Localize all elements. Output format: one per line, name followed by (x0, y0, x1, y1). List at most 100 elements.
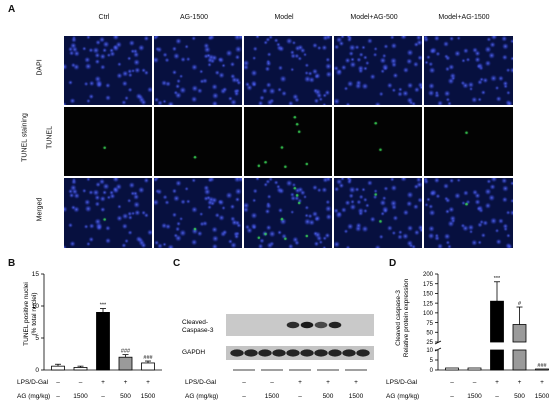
panel-d-bar-lower (490, 349, 504, 371)
panel-c-lps-mark: – (242, 379, 246, 386)
panel-c-lps-mark: + (298, 379, 302, 386)
gapdh-band (342, 349, 356, 357)
panel-d-bar-upper (512, 324, 527, 343)
panel-b-ag-mark: 1500 (141, 393, 156, 400)
panel-b-ytick-label: 15 (32, 271, 40, 278)
image-merged-model (244, 178, 332, 248)
blot-label-caspase3: Caspase-3 (182, 327, 214, 334)
panel-d-ytick-label: 0 (430, 368, 434, 374)
panel-d-ytick-label: 50 (426, 330, 433, 336)
panel-d-ag-mark: 1500 (467, 393, 482, 400)
gapdh-band (244, 349, 258, 357)
panel-b-lps-mark: + (146, 379, 150, 386)
panel-b-ag-mark: 500 (120, 393, 131, 400)
panel-b-lps-label: LPS/D-Gal (17, 379, 49, 386)
panel-d-lps-mark: – (450, 379, 454, 386)
panel-c-ag-mark: – (242, 393, 246, 400)
panel-b-bar (51, 365, 65, 371)
panel-d-lps-label: LPS/D-Gal (386, 379, 418, 386)
panel-b-lps-mark: – (79, 379, 83, 386)
panel-c-ag-mark: – (298, 393, 302, 400)
column-label-model-ag500: Model+AG-500 (350, 14, 398, 21)
panel-b-ytick-label: 0 (35, 367, 39, 374)
panel-d-ytick-label: 125 (423, 301, 434, 307)
blot-strip-caspase3 (226, 314, 374, 336)
panel-d-ytick-label: 100 (423, 311, 434, 317)
image-dapi-ctrl (64, 36, 152, 105)
gapdh-band (314, 349, 328, 357)
panel-d-ag-mark: 1500 (535, 393, 550, 400)
panel-b-bar (118, 356, 133, 371)
blot-label-gapdh: GAPDH (182, 349, 205, 356)
panel-c-letter: C (173, 258, 181, 269)
panel-b-bar (96, 312, 110, 371)
image-merged-model-ag1500 (424, 178, 513, 248)
panel-d-significance: # (518, 301, 522, 307)
column-label-ctrl: Ctrl (98, 14, 110, 21)
panel-d-bar (535, 368, 549, 371)
image-dapi-model (244, 36, 332, 105)
panel-b-lps-mark: + (101, 379, 105, 386)
image-dapi-model-ag1500 (424, 36, 513, 105)
gapdh-band (258, 349, 272, 357)
gapdh-band (328, 349, 342, 357)
panel-c-lps-label: LPS/D-Gal (185, 379, 217, 386)
panel-b-ytick-label: 10 (32, 303, 40, 310)
panel-b-lps-mark: – (56, 379, 60, 386)
image-merged-ag1500 (154, 178, 242, 248)
axis-break-mark (434, 347, 442, 352)
panel-b-ag-label: AG (mg/kg) (17, 393, 50, 400)
panel-d-ylabel-1: Cleaved caspase-3 (395, 290, 402, 346)
panel-d-significance: *** (494, 276, 501, 282)
panel-d-chart: Cleaved caspase-3 Relative protein expre… (386, 272, 550, 400)
panel-b-treatment-marks: – – + + + – 1500 – 500 1500 (56, 379, 155, 400)
panel-d-bar-lower (512, 349, 527, 371)
panel-d-ytick-label: 75 (426, 321, 433, 327)
gapdh-band (356, 349, 370, 357)
panel-b-lps-mark: + (124, 379, 128, 386)
panel-c-lps-mark: + (354, 379, 358, 386)
image-merged-ctrl (64, 178, 152, 248)
row-label-dapi: DAPI (36, 59, 44, 76)
panel-b-significance: ### (143, 355, 153, 361)
tunel-staining-group-label: TUNEL staining (21, 113, 29, 162)
panel-b-bar (73, 367, 88, 371)
gapdh-band (230, 349, 244, 357)
blot-bands (230, 321, 370, 357)
panel-a-letter: A (8, 4, 16, 15)
panel-d-ylabel-2: Relative protein expression (403, 278, 410, 357)
panel-b-ytick-label: 5 (35, 335, 39, 342)
panel-d-treatment-marks: – – + + + – 1500 – 500 1500 (450, 379, 549, 400)
panel-b-ylabel-1: TUNEL positive nuclei (23, 282, 30, 346)
panel-c-ag-mark: 500 (323, 393, 334, 400)
panel-d-bar (467, 367, 482, 371)
panel-d-lps-mark: + (518, 379, 522, 386)
panel-c-ag-mark: 1500 (349, 393, 364, 400)
panel-b-letter: B (8, 258, 16, 269)
panel-d-ytick-label: 25 (426, 340, 433, 346)
column-label-ag1500: AG-1500 (179, 14, 209, 21)
blot-label-cleaved: Cleaved- (182, 319, 208, 326)
panel-d-letter: D (389, 258, 397, 269)
panel-c-western-blot: Cleaved- Caspase-3 GAPDH LPS/D-Gal AG (m… (182, 314, 374, 400)
panel-d-ag-mark: 500 (514, 393, 525, 400)
panel-b-ag-mark: – (101, 393, 105, 400)
row-label-merged: Merged (36, 197, 44, 222)
image-tunel-model (244, 107, 332, 176)
blot-strip-gapdh (226, 346, 374, 360)
image-tunel-ag1500 (154, 107, 242, 176)
image-tunel-model-ag500 (334, 107, 422, 176)
panel-d-ag-mark: – (450, 393, 454, 400)
panel-d-ag-label: AG (mg/kg) (386, 393, 419, 400)
caspase3-band (286, 321, 300, 329)
panel-c-ag-label: AG (mg/kg) (185, 393, 218, 400)
panel-b-significance: ### (121, 349, 131, 355)
panel-c-treatment-marks: – – – 1500 + – +500 +1500 (233, 369, 367, 400)
panel-b-plot: 0 5 10 15 *** ### ### (32, 271, 162, 374)
panel-d-lps-mark: + (540, 379, 544, 386)
image-dapi-model-ag500 (334, 36, 422, 105)
panel-b-ag-mark: 1500 (73, 393, 88, 400)
image-dapi-ag1500 (154, 36, 242, 105)
row-label-tunel: TUNEL (46, 126, 54, 149)
